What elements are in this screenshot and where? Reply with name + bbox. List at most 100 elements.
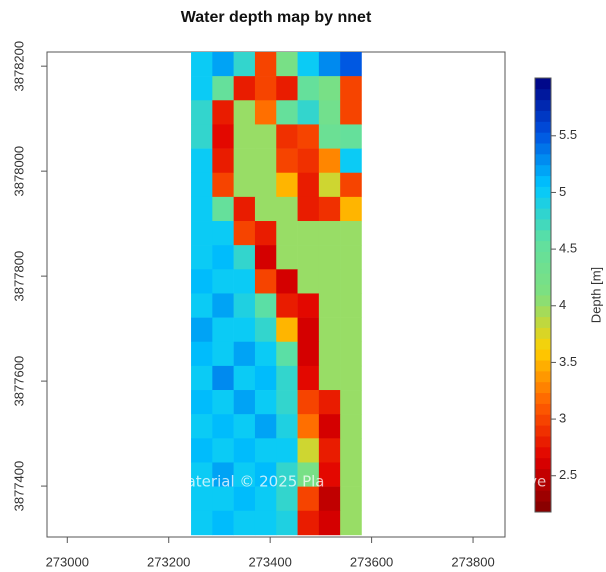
colorbar-tick-label: 4.5 xyxy=(559,241,577,256)
colorbar-step xyxy=(535,208,551,220)
depth-cell xyxy=(233,390,256,415)
depth-cell xyxy=(212,414,234,439)
colorbar-step xyxy=(535,229,551,242)
depth-cell xyxy=(212,510,234,536)
colorbar-step xyxy=(535,305,551,318)
depth-cell xyxy=(297,100,320,125)
depth-cell xyxy=(297,148,320,174)
depth-cell xyxy=(191,438,213,463)
depth-cell xyxy=(276,245,298,270)
colorbar-step xyxy=(535,284,551,296)
depth-cell xyxy=(254,148,277,174)
depth-cell xyxy=(191,293,213,318)
depth-cell xyxy=(340,510,362,536)
depth-cell xyxy=(276,414,298,439)
depth-cell xyxy=(276,76,298,101)
depth-cell xyxy=(212,124,234,149)
colorbar-step xyxy=(535,175,551,187)
depth-cell xyxy=(254,510,277,536)
colorbar-step xyxy=(535,501,551,513)
depth-cell xyxy=(212,293,234,318)
depth-cell xyxy=(318,76,341,101)
x-tick-label: 273400 xyxy=(248,554,291,569)
colorbar-tick-label: 4 xyxy=(559,297,566,312)
x-tick-label: 273800 xyxy=(451,554,494,569)
depth-cell xyxy=(254,245,277,270)
colorbar-step xyxy=(535,316,551,328)
depth-cell xyxy=(212,341,234,367)
depth-cell xyxy=(233,462,256,487)
depth-cell xyxy=(297,414,320,439)
depth-cell xyxy=(212,76,234,101)
depth-cell xyxy=(254,100,277,125)
depth-cell xyxy=(318,365,341,391)
depth-cell xyxy=(212,52,234,77)
colorbar-step xyxy=(535,381,551,394)
depth-cell xyxy=(340,196,362,222)
depth-cell xyxy=(276,438,298,463)
depth-cell xyxy=(233,124,256,149)
depth-cell xyxy=(297,438,320,463)
depth-cell xyxy=(276,293,298,318)
colorbar-step xyxy=(535,327,551,339)
depth-cell xyxy=(254,365,277,391)
colorbar-step xyxy=(535,262,551,274)
depth-cell xyxy=(276,390,298,415)
depth-cell xyxy=(276,172,298,198)
depth-cell xyxy=(297,510,320,536)
depth-cell xyxy=(212,269,234,294)
depth-cell xyxy=(276,148,298,174)
depth-cell xyxy=(212,172,234,198)
y-tick-label: 3878200 xyxy=(11,41,26,92)
depth-cell xyxy=(254,293,277,318)
depth-cell xyxy=(297,124,320,149)
depth-cell xyxy=(276,462,298,487)
colorbar-step xyxy=(535,490,551,502)
colorbar-step xyxy=(535,392,551,404)
colorbar-label: Depth [m] xyxy=(588,267,603,323)
depth-cell xyxy=(340,52,362,77)
depth-cell xyxy=(318,438,341,463)
depth-cell xyxy=(276,341,298,367)
chart-title: Water depth map by nnet xyxy=(181,9,372,26)
colorbar-step xyxy=(535,121,551,133)
depth-cell xyxy=(191,341,213,367)
depth-cell xyxy=(276,52,298,77)
colorbar-step xyxy=(535,164,551,177)
colorbar-step xyxy=(535,78,551,90)
colorbar-tick-label: 2.5 xyxy=(559,467,577,482)
colorbar-tick-label: 5.5 xyxy=(559,127,577,142)
colorbar-tick-label: 3.5 xyxy=(559,354,577,369)
depth-cell xyxy=(254,76,277,101)
depth-cell xyxy=(233,245,256,270)
depth-cell xyxy=(254,486,277,512)
depth-cell xyxy=(340,76,362,101)
colorbar-tick-label: 5 xyxy=(559,184,566,199)
depth-cell xyxy=(340,390,362,415)
depth-cell xyxy=(297,317,320,343)
depth-cell xyxy=(212,221,234,246)
depth-cell xyxy=(254,390,277,415)
y-tick-label: 3877400 xyxy=(11,461,26,512)
depth-cell xyxy=(233,365,256,391)
depth-cell xyxy=(212,148,234,174)
depth-cell xyxy=(340,172,362,198)
depth-cell xyxy=(191,486,213,512)
colorbar-step xyxy=(535,251,551,263)
depth-cell xyxy=(191,269,213,294)
depth-cell xyxy=(297,76,320,101)
depth-cell xyxy=(233,100,256,125)
watermark: rve xyxy=(522,473,546,491)
depth-cell xyxy=(318,100,341,125)
depth-cell xyxy=(318,390,341,415)
depth-cell xyxy=(233,438,256,463)
depth-cell xyxy=(191,317,213,343)
depth-cell xyxy=(233,76,256,101)
depth-cell xyxy=(212,486,234,512)
depth-cell xyxy=(191,100,213,125)
depth-cell xyxy=(191,76,213,101)
colorbar-step xyxy=(535,403,551,415)
depth-cell xyxy=(191,221,213,246)
depth-cell xyxy=(340,462,362,487)
depth-cell xyxy=(191,245,213,270)
